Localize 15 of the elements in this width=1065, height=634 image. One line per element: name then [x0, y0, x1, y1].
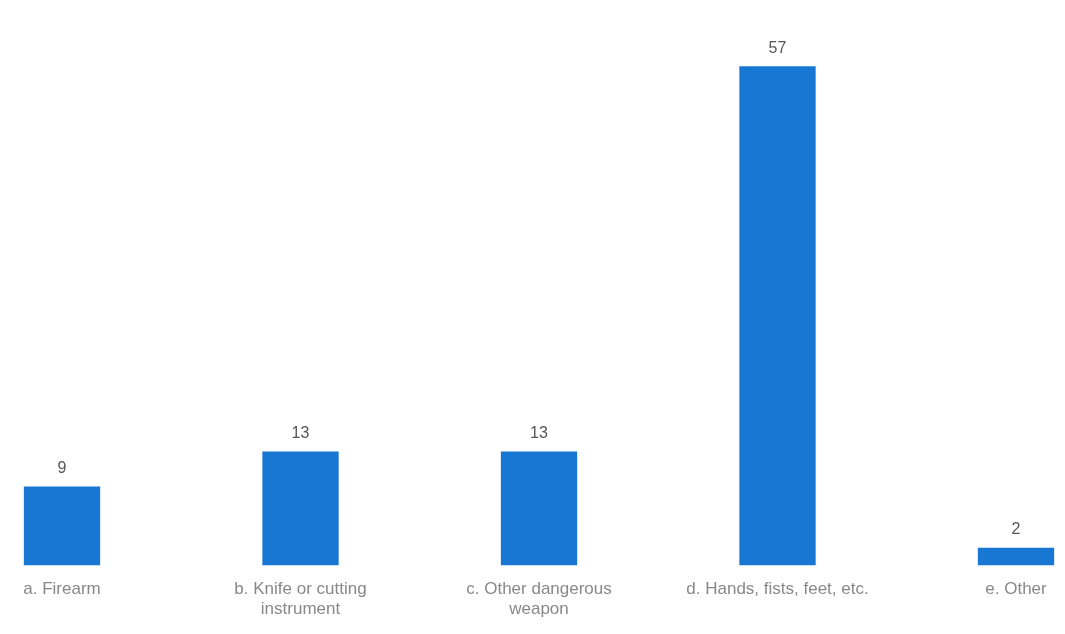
- x-tick-label: b. Knife or cutting instrument: [234, 579, 367, 619]
- data-label: 9: [57, 458, 67, 476]
- bar: [262, 451, 339, 566]
- data-label: 2: [1011, 520, 1021, 538]
- data-label: 13: [530, 423, 548, 441]
- x-tick-label: c. Other dangerous weapon: [466, 579, 612, 619]
- bar: [739, 66, 816, 566]
- data-label: 57: [768, 38, 787, 56]
- x-tick-label: e. Other: [985, 579, 1048, 599]
- data-label: 13: [291, 423, 310, 441]
- bar: [23, 486, 101, 566]
- bar: [500, 451, 578, 566]
- bar: [977, 547, 1055, 566]
- x-tick-label: a. Firearm: [23, 579, 101, 599]
- x-tick-label: d. Hands, fists, feet, etc.: [686, 579, 869, 599]
